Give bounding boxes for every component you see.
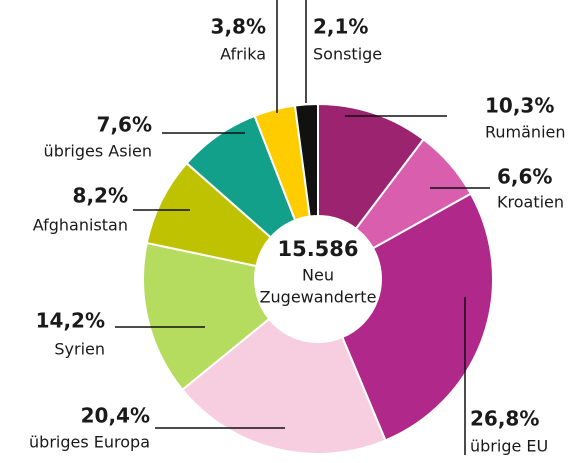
- category-label: Syrien: [54, 340, 105, 359]
- category-label: Rumänien: [485, 123, 566, 142]
- category-label: Kroatien: [497, 193, 564, 212]
- center-value: 15.586: [277, 237, 358, 261]
- category-label: übriges Asien: [44, 142, 152, 161]
- category-label: übriges Europa: [29, 433, 150, 452]
- donut-segment: [340, 192, 494, 442]
- category-label: Afrika: [220, 45, 266, 64]
- center-label: Neu: [302, 266, 334, 285]
- center-label: Zugewanderte: [260, 288, 377, 307]
- donut-segment: [181, 317, 387, 455]
- category-label: übrige EU: [470, 437, 548, 456]
- category-label: Afghanistan: [33, 216, 128, 235]
- donut-segment: [142, 241, 271, 392]
- category-label: Sonstige: [313, 45, 382, 64]
- data-label: 3,8%: [211, 15, 266, 39]
- data-label: 20,4%: [81, 404, 150, 428]
- data-label: 7,6%: [97, 113, 152, 137]
- data-label: 8,2%: [73, 184, 128, 208]
- data-label: 26,8%: [470, 407, 539, 431]
- data-label: 2,1%: [313, 15, 368, 39]
- donut-segment: [293, 102, 319, 218]
- data-label: 14,2%: [36, 309, 105, 333]
- data-label: 10,3%: [485, 94, 554, 118]
- data-label: 6,6%: [497, 165, 552, 189]
